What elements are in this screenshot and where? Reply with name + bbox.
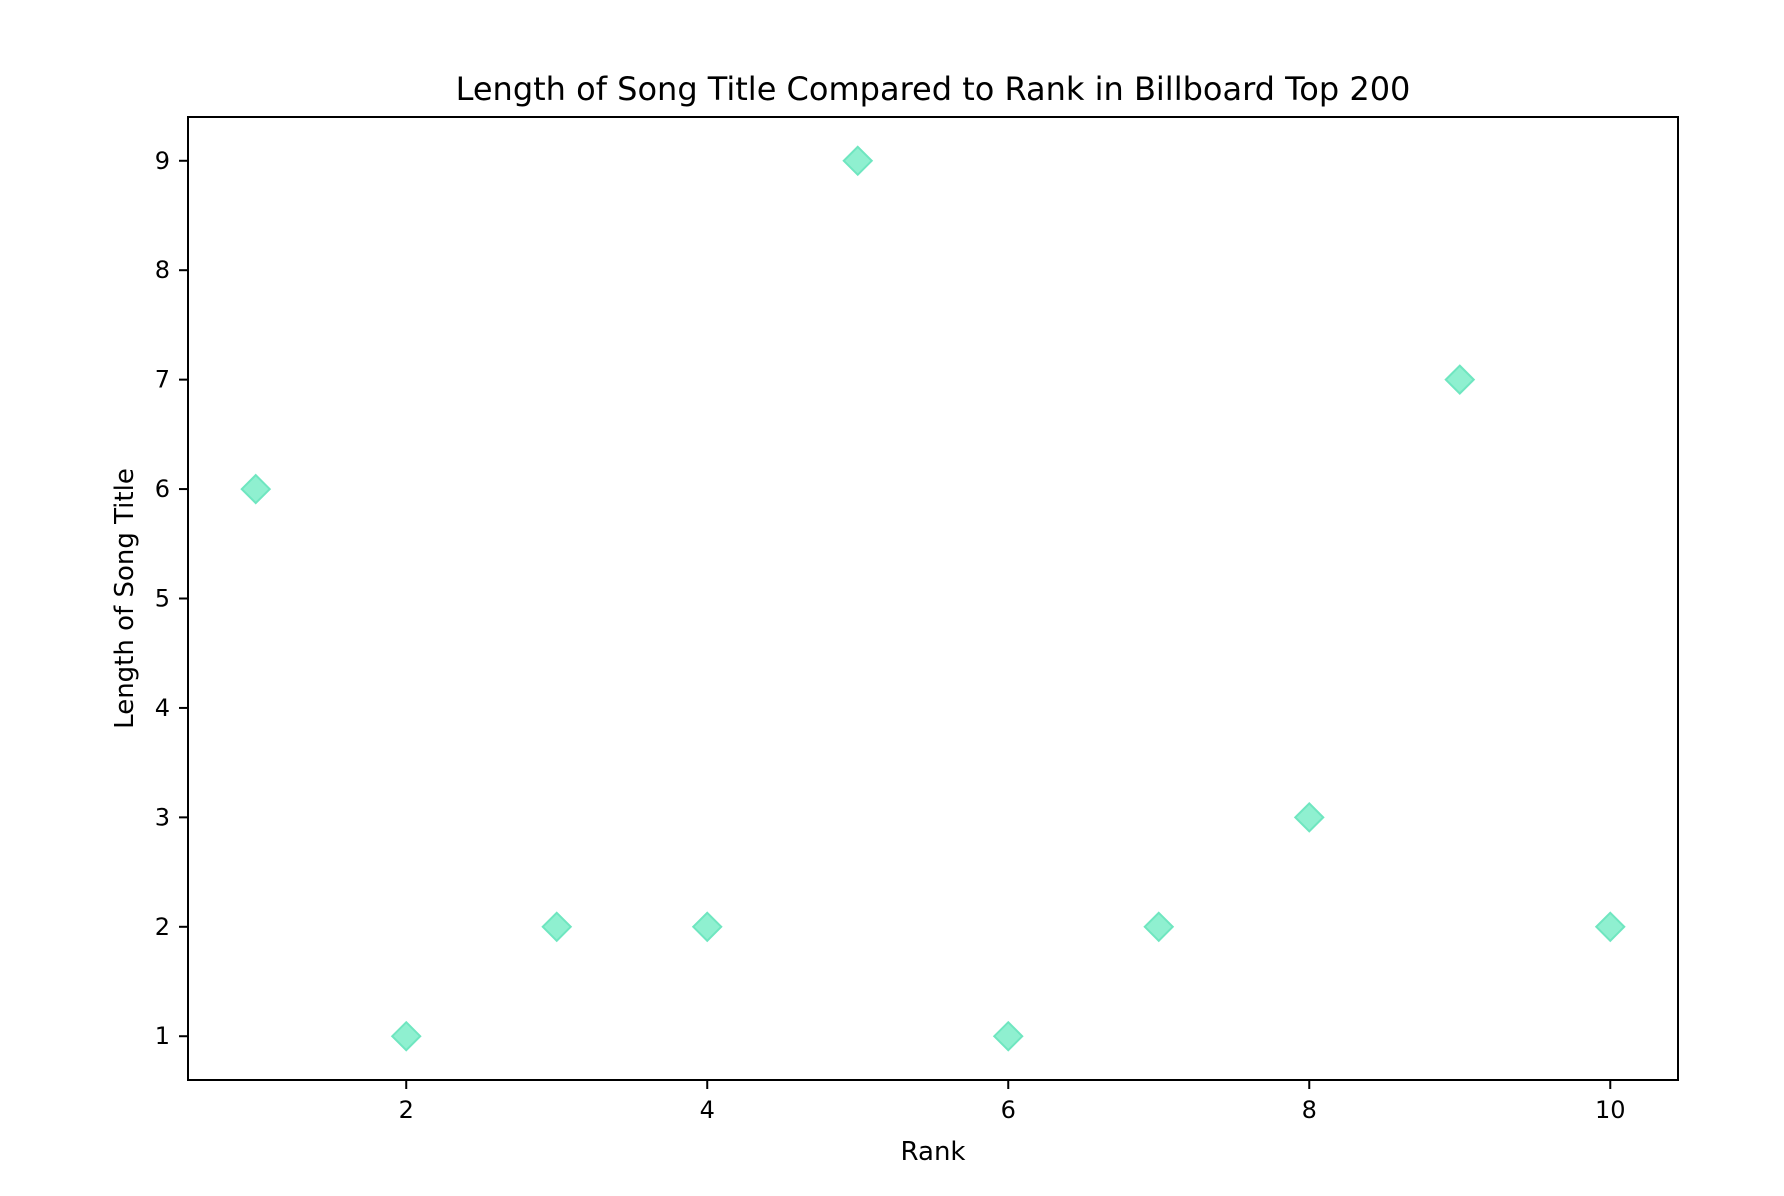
y-tick-label: 1 — [155, 1022, 170, 1050]
data-point — [1293, 801, 1325, 833]
y-tick-label: 3 — [155, 803, 170, 831]
chart-title: Length of Song Title Compared to Rank in… — [456, 70, 1411, 108]
x-tick-label: 2 — [399, 1096, 414, 1124]
x-tick-label: 6 — [1001, 1096, 1016, 1124]
y-tick-label: 5 — [155, 585, 170, 613]
x-tick-label: 8 — [1302, 1096, 1317, 1124]
data-point — [1143, 911, 1175, 943]
data-point — [1444, 364, 1476, 396]
y-tick-label: 4 — [155, 694, 170, 722]
x-tick-label: 4 — [700, 1096, 715, 1124]
data-point — [541, 911, 573, 943]
data-point — [1594, 911, 1626, 943]
data-point — [992, 1020, 1024, 1052]
y-tick-label: 9 — [155, 147, 170, 175]
plot-frame — [187, 116, 1679, 1081]
x-tick-label: 10 — [1595, 1096, 1626, 1124]
data-point — [240, 473, 272, 505]
y-tick-label: 7 — [155, 366, 170, 394]
x-axis-label: Rank — [901, 1137, 966, 1167]
data-point — [390, 1020, 422, 1052]
y-tick-label: 6 — [155, 475, 170, 503]
y-axis-label: Length of Song Title — [110, 468, 140, 729]
y-tick-label: 2 — [155, 913, 170, 941]
data-point — [691, 911, 723, 943]
points-layer — [240, 145, 1626, 1052]
data-point — [842, 145, 874, 177]
y-tick-label: 8 — [155, 256, 170, 284]
